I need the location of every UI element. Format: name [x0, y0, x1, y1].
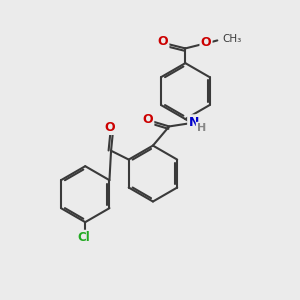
- Text: O: O: [142, 113, 153, 126]
- Text: H: H: [197, 123, 206, 133]
- Text: N: N: [188, 116, 199, 128]
- Text: CH₃: CH₃: [223, 34, 242, 44]
- Text: O: O: [104, 121, 115, 134]
- Text: O: O: [201, 36, 211, 49]
- Text: O: O: [158, 35, 168, 48]
- Text: Cl: Cl: [77, 231, 90, 244]
